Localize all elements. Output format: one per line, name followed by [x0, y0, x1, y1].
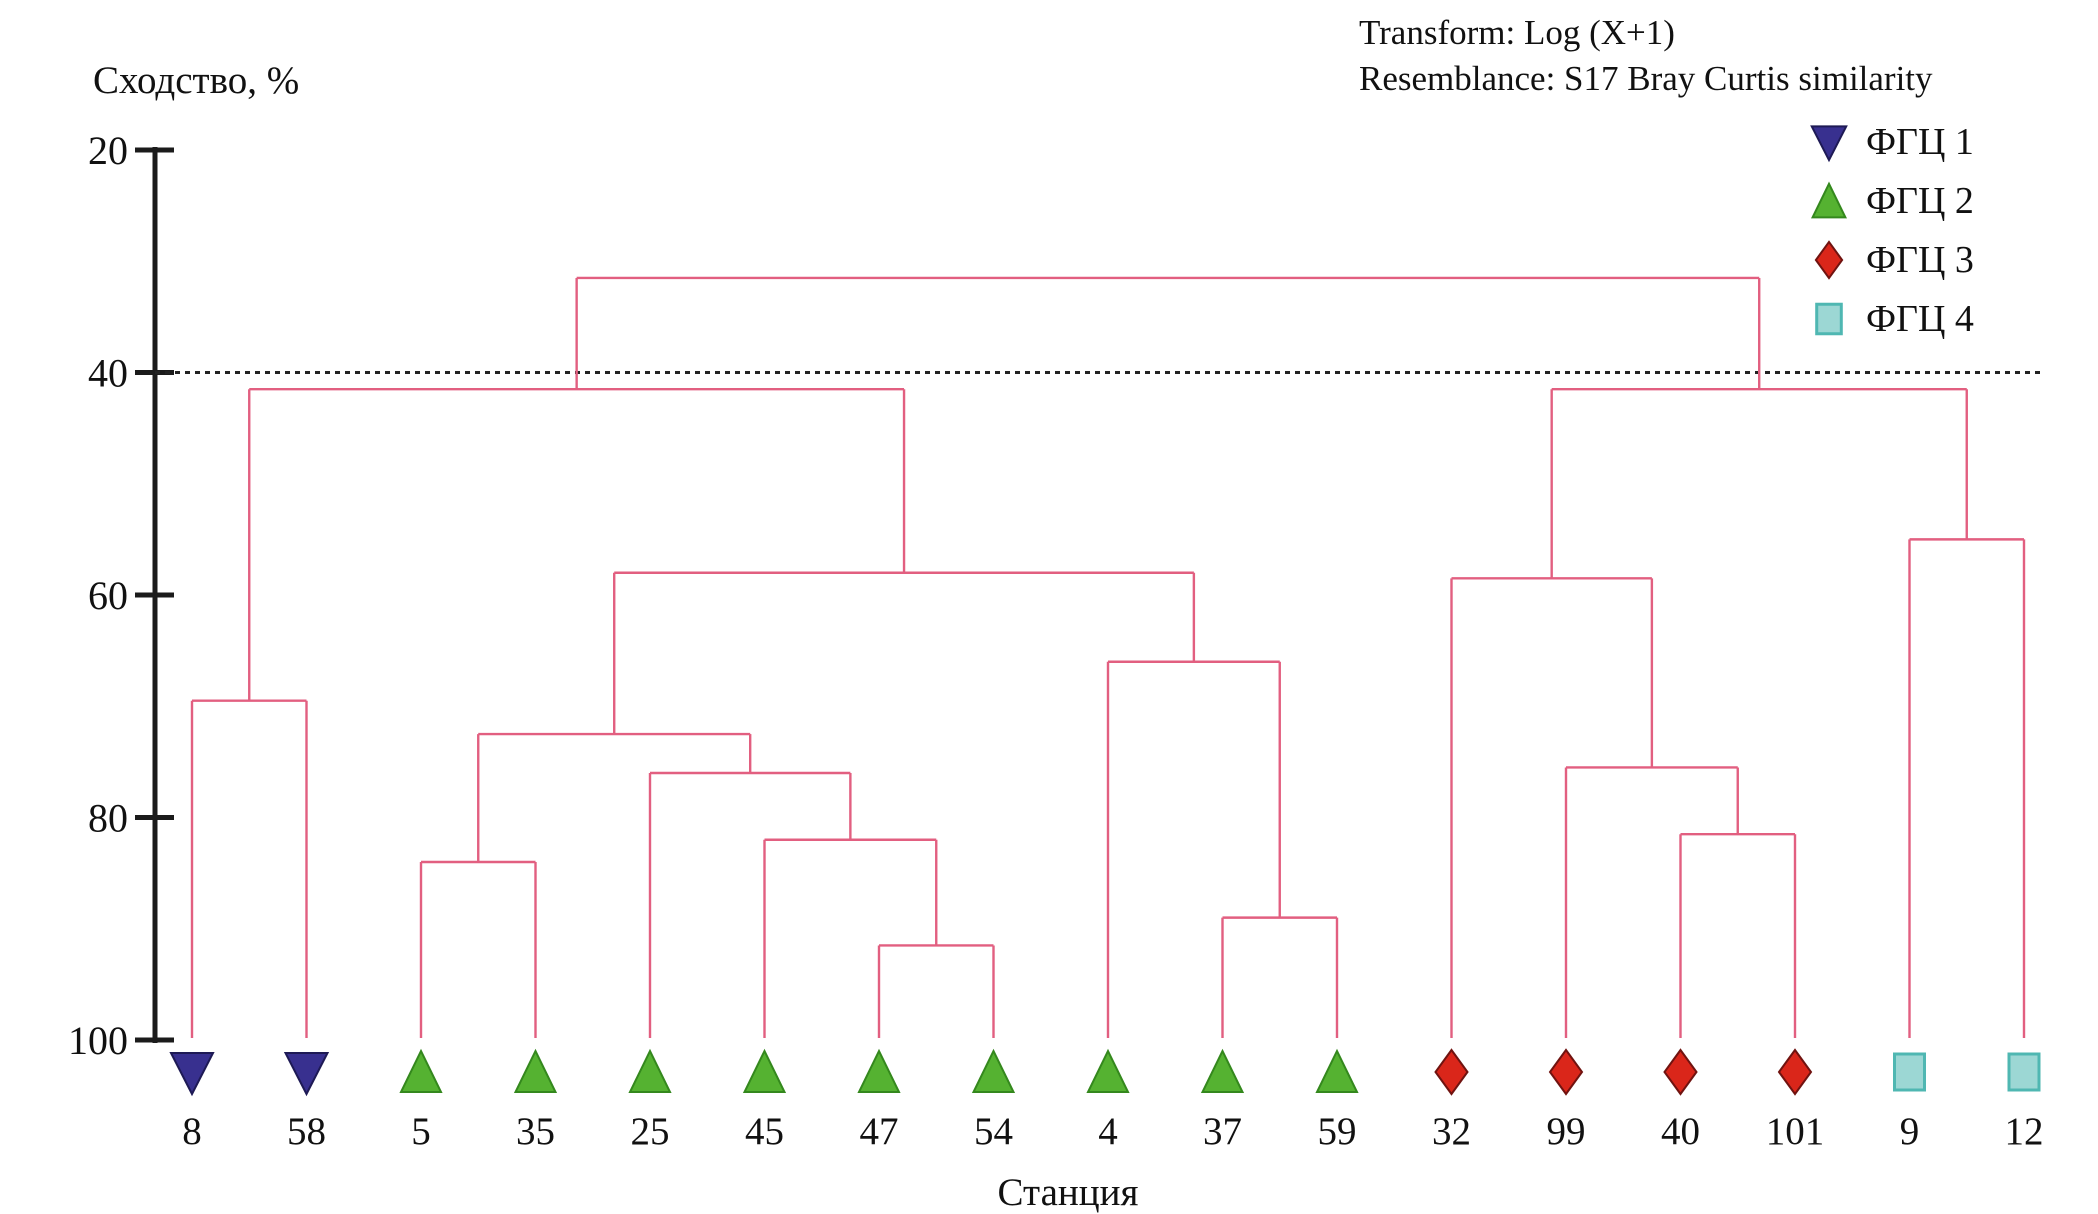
y-axis-tick-label: 60 [88, 573, 128, 618]
resemblance-line: Resemblance: S17 Bray Curtis similarity [1359, 59, 1933, 99]
leaf-label: 101 [1766, 1110, 1825, 1153]
diamond-icon [1814, 239, 1844, 280]
leaf-label: 59 [1318, 1110, 1357, 1153]
leaf-label: 32 [1432, 1110, 1471, 1153]
fgc3-diamond-icon [1814, 239, 1844, 280]
triangle-up-icon [1086, 1048, 1130, 1093]
leaf-label: 4 [1098, 1110, 1118, 1153]
square-icon [1893, 1052, 1926, 1092]
legend-label: ФГЦ 2 [1866, 179, 1974, 222]
legend-label: ФГЦ 1 [1866, 120, 1974, 163]
triangle-up-icon [513, 1048, 558, 1093]
fgc4-square-icon [1815, 302, 1843, 335]
diamond-icon [1434, 1048, 1469, 1096]
leaf-label: 8 [182, 1110, 202, 1153]
square-icon [1815, 302, 1843, 335]
triangle-up-icon [742, 1048, 787, 1093]
y-axis-tick-label: 100 [68, 1018, 128, 1063]
leaf-label: 45 [745, 1110, 784, 1153]
legend: ФГЦ 1 ФГЦ 2 ФГЦ 3 ФГЦ 4 [1806, 112, 1974, 348]
y-axis-tick-label: 80 [88, 796, 128, 841]
leaf-label: 54 [974, 1110, 1013, 1153]
fgc1-triangle-down-icon [1810, 124, 1848, 162]
x-axis-title: Станция [997, 1171, 1139, 1214]
leaf-label: 47 [860, 1110, 899, 1153]
leaf-label: 35 [516, 1110, 555, 1153]
triangle-down-icon [283, 1052, 330, 1097]
analysis-header: Transform: Log (X+1) Resemblance: S17 Br… [1359, 10, 1933, 102]
leaf-label: 58 [287, 1110, 326, 1153]
triangle-up-icon [1200, 1048, 1245, 1093]
transform-line: Transform: Log (X+1) [1359, 13, 1675, 52]
diamond-icon [1548, 1048, 1584, 1096]
triangle-up-icon [971, 1048, 1016, 1093]
legend-row-fgc1: ФГЦ 1 [1806, 112, 1974, 171]
legend-label: ФГЦ 4 [1866, 297, 1974, 340]
leaf-label: 37 [1203, 1110, 1242, 1153]
leaf-label: 40 [1661, 1110, 1700, 1153]
diamond-icon [1777, 1048, 1813, 1096]
y-axis-tick-label: 20 [88, 128, 128, 173]
triangle-down-icon [169, 1052, 215, 1097]
legend-row-fgc3: ФГЦ 3 [1806, 230, 1974, 289]
triangle-up-icon [1810, 180, 1848, 218]
leaf-label: 5 [411, 1110, 431, 1153]
square-icon [2007, 1052, 2041, 1092]
leaf-label: 9 [1900, 1110, 1920, 1153]
leaf-label: 99 [1547, 1110, 1586, 1153]
triangle-up-icon [628, 1048, 672, 1093]
triangle-up-icon [399, 1048, 443, 1093]
diamond-icon [1663, 1048, 1698, 1096]
leaf-label: 12 [2005, 1110, 2044, 1153]
y-axis-title: Сходство, % [93, 59, 300, 102]
legend-row-fgc2: ФГЦ 2 [1806, 171, 1974, 230]
legend-label: ФГЦ 3 [1866, 238, 1974, 281]
legend-row-fgc4: ФГЦ 4 [1806, 289, 1974, 348]
triangle-down-icon [1810, 124, 1848, 162]
triangle-up-icon [857, 1048, 901, 1093]
leaf-label: 25 [631, 1110, 670, 1153]
y-axis-tick-label: 40 [88, 351, 128, 396]
triangle-up-icon [1315, 1048, 1359, 1093]
fgc2-triangle-up-icon [1810, 180, 1848, 218]
